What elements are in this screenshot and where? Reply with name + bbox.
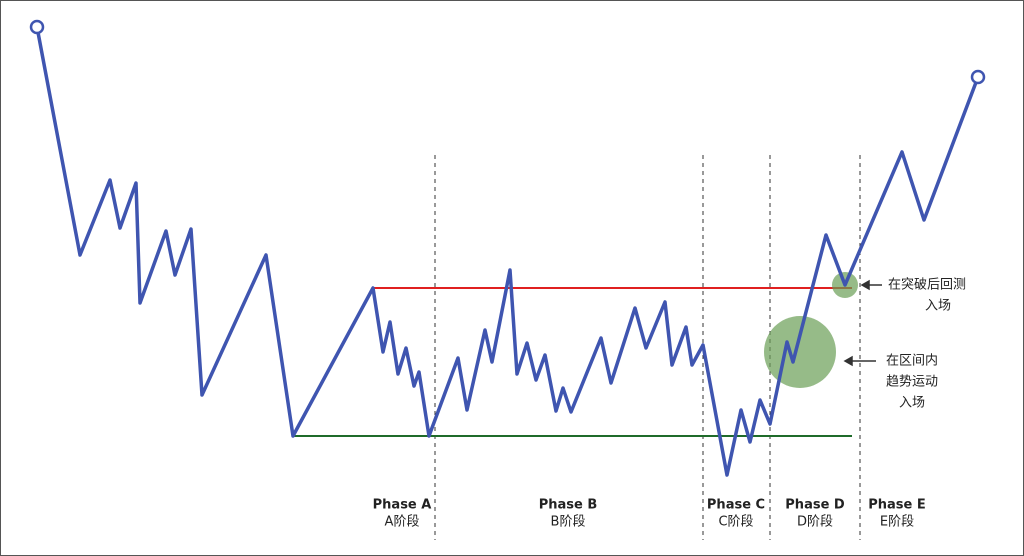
annotation-text: 趋势运动	[886, 374, 938, 390]
phase-name: Phase C	[707, 498, 765, 513]
phase-name: Phase D	[785, 498, 845, 513]
phase-label: A阶段	[385, 515, 420, 530]
annotation-1: 在突破后回测 入场	[888, 277, 966, 314]
phase-labels: Phase A A阶段 Phase B B阶段 Phase C C阶段 Phase D D阶段…	[373, 498, 926, 530]
phase-label: E阶段	[880, 515, 914, 530]
phase-label: B阶段	[551, 515, 586, 530]
annotation-text: 入场	[899, 396, 925, 411]
phase-name: Phase B	[539, 498, 598, 513]
phase-label: C阶段	[718, 515, 753, 530]
entry-zone-large	[764, 316, 836, 388]
phase-label: D阶段	[797, 515, 833, 530]
price-path	[35, 26, 980, 477]
phase-name: Phase E	[868, 498, 926, 513]
annotation-text: 入场	[925, 299, 951, 314]
annotation-text: 在突破后回测	[888, 277, 966, 293]
phase-name: Phase A	[373, 498, 432, 513]
annotation-2: 在区间内 趋势运动 入场	[886, 353, 938, 411]
arrows	[843, 279, 882, 367]
end-point	[970, 69, 986, 85]
start-point	[29, 19, 45, 35]
annotation-text: 在区间内	[886, 353, 938, 369]
